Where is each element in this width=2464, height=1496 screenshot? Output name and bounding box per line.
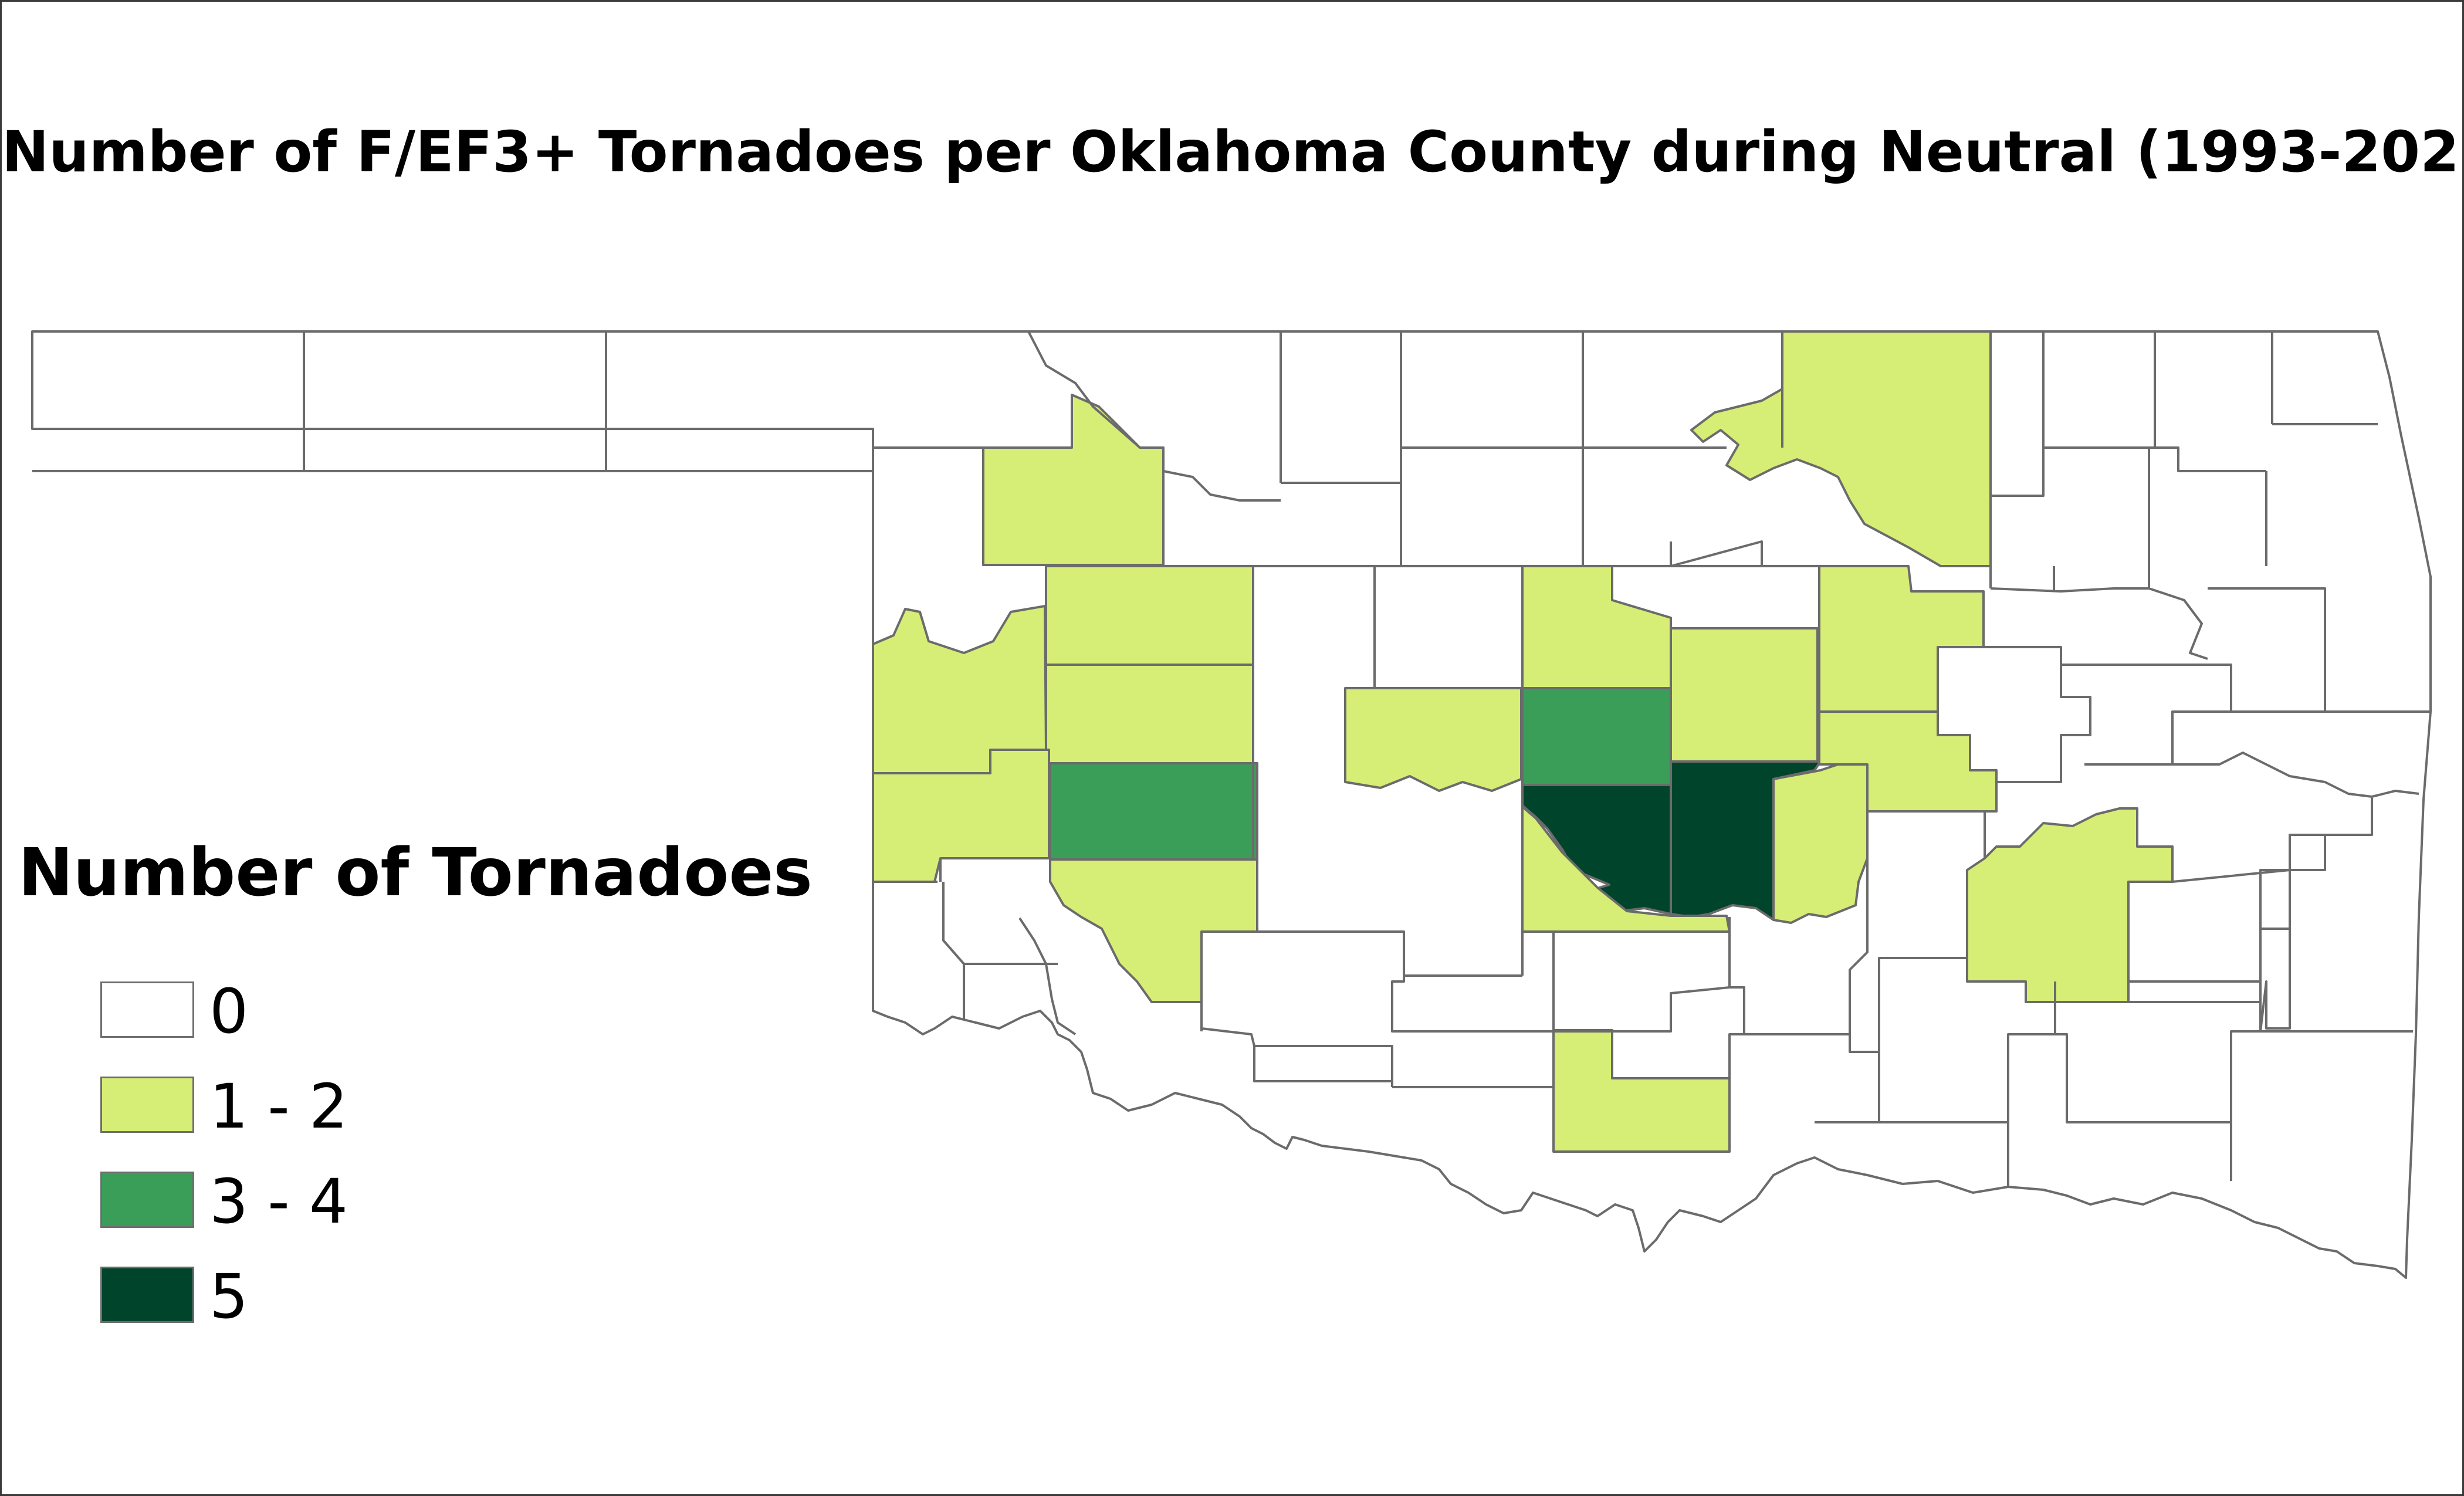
county-class-1-2 [1344,687,1522,792]
county-class-3-4 [1049,762,1258,861]
county-class-1-2 [1772,763,1869,924]
county-class-1-2 [1521,805,1731,933]
county-class-1-2 [1552,1029,1731,1153]
map-title: Number of F/EF3+ Tornadoes per Oklahoma … [2,119,2464,185]
county-class-1-2 [1690,330,1992,567]
county-class-1-2 [1049,858,1258,1003]
legend-label: 3 - 4 [209,1166,348,1237]
legend-swatch [100,1172,194,1228]
legend-label: 5 [209,1261,249,1332]
state-outline [31,330,2432,1279]
county-class-1-2 [1818,565,1985,713]
county-class-3-4 [1521,687,1672,786]
legend-swatch [100,1077,194,1133]
county-class-1-2 [1670,627,1819,763]
county-class-1-2 [1045,664,1254,764]
county-class-1-2 [982,394,1165,566]
county-class-1-2 [872,605,1047,774]
county-class-1-2 [1045,565,1254,666]
county-class-1-2 [1966,807,2174,1003]
legend-title: Number of Tornadoes [18,835,813,911]
legend-label: 0 [209,976,249,1047]
county-class-1-2 [872,749,1050,883]
legend-swatch [100,1267,194,1323]
county-boundaries [32,331,2431,1187]
legend-swatch [100,981,194,1038]
legend-label: 1 - 2 [209,1071,348,1142]
county-class-1-2 [1521,565,1672,689]
county-class-1-2 [1818,710,1998,813]
